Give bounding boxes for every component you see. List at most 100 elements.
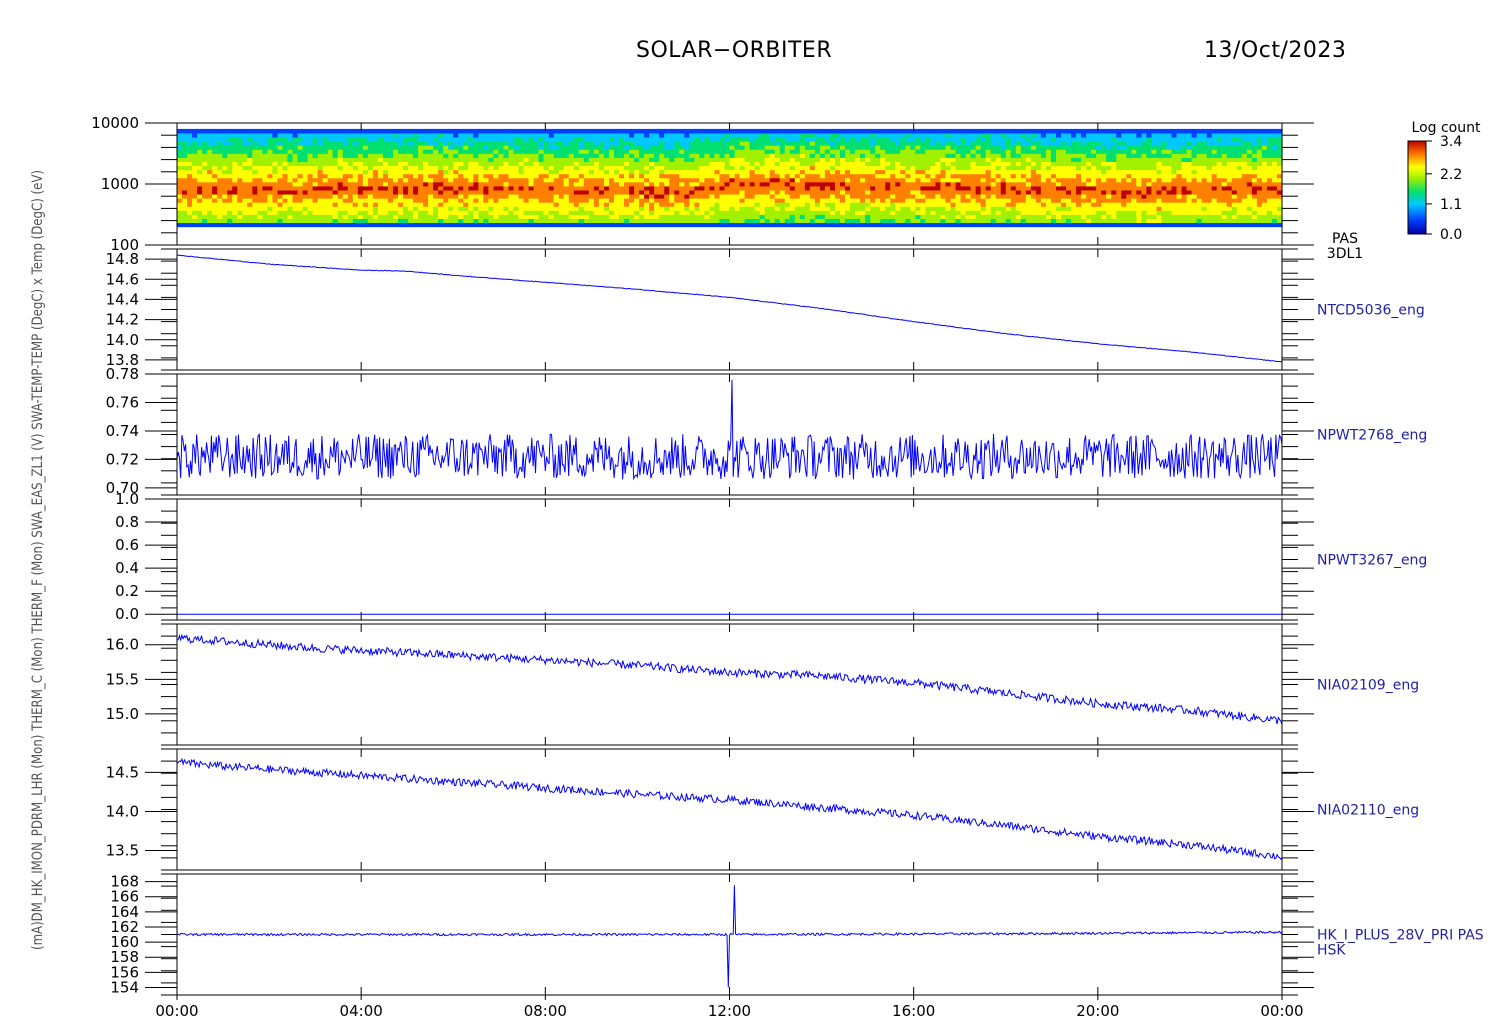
spectrogram-cell — [1086, 145, 1092, 150]
spectrogram-cell — [1116, 210, 1122, 215]
spectrogram-cell — [920, 222, 926, 228]
spectrogram-cell — [598, 169, 605, 175]
spectrogram-cell — [1040, 177, 1047, 183]
spectrogram-cell — [357, 157, 364, 162]
spectrogram-cell — [1066, 189, 1072, 195]
spectrogram-cell — [829, 145, 836, 150]
spectrogram-cell — [734, 206, 741, 211]
spectrogram-cell — [573, 149, 580, 154]
spectrogram-cell — [352, 194, 359, 199]
spectrogram-cell — [418, 210, 424, 215]
spectrogram-cell — [769, 161, 776, 167]
spectrogram-cell — [704, 145, 711, 150]
spectrogram-cell — [483, 185, 490, 191]
spectrogram-cell — [1181, 149, 1188, 154]
spectrogram-cell — [202, 137, 208, 142]
spectrogram-cell — [619, 128, 625, 134]
spectrogram-cell — [965, 137, 972, 142]
spectrogram-cell — [935, 206, 942, 211]
spectrogram-cell — [724, 206, 731, 211]
spectrogram-cell — [619, 153, 625, 158]
spectrogram-cell — [744, 181, 751, 187]
spectrogram-cell — [694, 214, 700, 219]
spectrogram-cell — [573, 194, 580, 199]
spectrogram-cell — [679, 153, 685, 158]
spectrogram-cell — [1035, 202, 1042, 207]
spectrogram-cell — [377, 202, 384, 207]
spectrogram-cell — [804, 161, 811, 167]
spectrogram-cell — [1166, 169, 1173, 175]
spectrogram-cell — [624, 181, 630, 187]
spectrogram-cell — [513, 177, 520, 183]
spectrogram-cell — [634, 206, 640, 211]
spectrogram-cell — [865, 214, 871, 219]
spectrogram-cell — [995, 194, 1002, 199]
spectrogram-cell — [257, 128, 263, 134]
spectrogram-cell — [709, 222, 716, 228]
spectrogram-cell — [423, 157, 429, 162]
spectrogram-cell — [423, 169, 429, 175]
spectrogram-cell — [1211, 128, 1218, 134]
spectrogram-cell — [277, 132, 284, 138]
spectrogram-cell — [352, 137, 359, 142]
spectrogram-cell — [1181, 153, 1188, 158]
spectrogram-cell — [453, 214, 459, 219]
spectrogram-cell — [372, 214, 379, 219]
spectrogram-cell — [769, 198, 776, 203]
spectrogram-cell — [202, 132, 208, 138]
spectrogram-cell — [1126, 194, 1132, 199]
spectrogram-cell — [845, 214, 851, 219]
spectrogram-cell — [322, 210, 329, 215]
spectrogram-cell — [1040, 128, 1047, 134]
spectrogram-cell — [689, 141, 695, 146]
spectrogram-cell — [242, 145, 248, 150]
spectrogram-cell — [845, 149, 851, 154]
spectrogram-cell — [433, 165, 439, 171]
spectrogram-cell — [433, 210, 439, 215]
spectrogram-cell — [734, 137, 741, 142]
spectrogram-cell — [553, 153, 560, 158]
spectrogram-cell — [347, 153, 354, 158]
spectrogram-cell — [578, 161, 585, 167]
spectrogram-cell — [1191, 165, 1198, 171]
spectrogram-cell — [759, 206, 766, 211]
spectrogram-cell — [1076, 161, 1082, 167]
spectrogram-cell — [372, 169, 379, 175]
spectrogram-cell — [804, 169, 811, 175]
spectrogram-cell — [433, 145, 439, 150]
spectrogram-cell — [634, 132, 640, 138]
spectrogram-cell — [207, 218, 213, 224]
spectrogram-cell — [392, 177, 399, 183]
spectrogram-cell — [1015, 194, 1022, 199]
spectrogram-cell — [955, 198, 962, 203]
spectrogram-cell — [603, 165, 610, 171]
spectrogram-cell — [910, 132, 916, 138]
spectrogram-cell — [955, 157, 962, 162]
spectrogram-cell — [870, 210, 876, 215]
spectrogram-cell — [759, 189, 766, 195]
spectrogram-cell — [824, 194, 831, 199]
spectrogram-cell — [945, 161, 952, 167]
spectrogram-cell — [744, 173, 751, 179]
spectrogram-cell — [945, 128, 952, 134]
spectrogram-cell — [1126, 214, 1132, 219]
spectrogram-cell — [925, 177, 932, 183]
spectrogram-cell — [1156, 181, 1163, 187]
spectrogram-cell — [553, 132, 560, 138]
spectrogram-cell — [940, 137, 947, 142]
spectrogram-cell — [608, 218, 615, 224]
spectrogram-cell — [1221, 222, 1228, 228]
spectrogram-cell — [513, 149, 520, 154]
spectrogram-cell — [483, 189, 490, 195]
spectrogram-cell — [1055, 198, 1062, 203]
spectrogram-cell — [789, 161, 796, 167]
spectrogram-cell — [664, 194, 670, 199]
spectrogram-cell — [613, 181, 620, 187]
spectrogram-cell — [533, 206, 540, 211]
spectrogram-cell — [428, 185, 434, 191]
spectrogram-cell — [1091, 132, 1097, 138]
spectrogram-cell — [1096, 141, 1102, 146]
spectrogram-cell — [789, 137, 796, 142]
spectrogram-cell — [443, 222, 449, 228]
spectrogram-cell — [1030, 145, 1037, 150]
